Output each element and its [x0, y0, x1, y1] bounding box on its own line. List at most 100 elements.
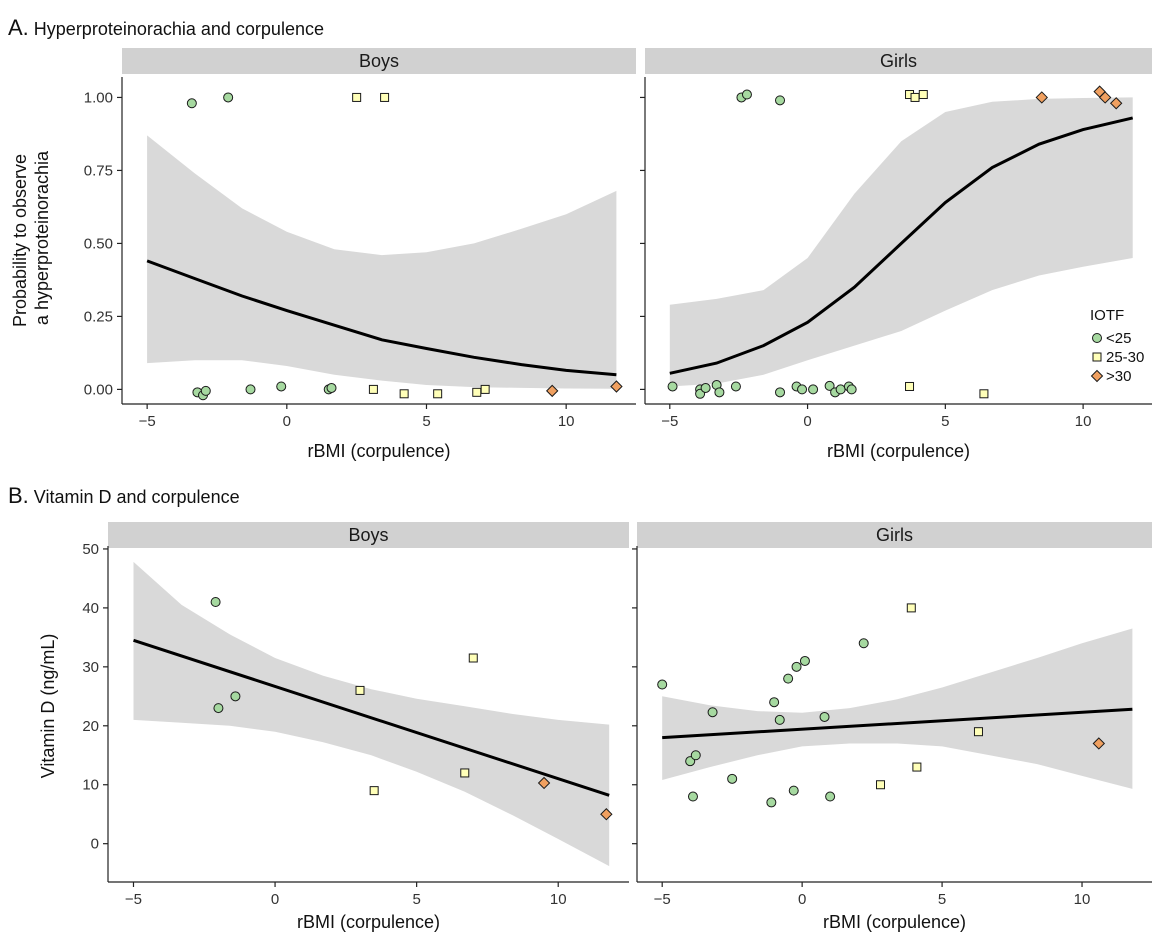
panel-b-girls-confidence-band [662, 628, 1133, 789]
panel-b-boys-y-tick-label: 40 [82, 600, 99, 617]
panel-a-boys-point-square [368, 384, 378, 394]
panel-a-boys-y-tick-label: 0.50 [84, 235, 113, 252]
panel-b-girls-fit-line [662, 707, 1133, 740]
panel-a-boys-point-square [480, 384, 490, 394]
legend-key-circle [1092, 333, 1102, 343]
panel-a-boys-confidence-band [147, 135, 617, 389]
panel-a-boys-point-circle [326, 382, 337, 393]
panel-a-girls-x-tick-label: −5 [661, 413, 678, 430]
panel-a-boys-y-tick-label: 0.00 [84, 381, 113, 398]
panel-a-girls-point-square [910, 92, 920, 102]
legend-key-square [1092, 352, 1102, 362]
legend-title: IOTF [1090, 307, 1124, 324]
panel-a-boys-point-circle [200, 385, 211, 396]
panel-a-y-axis-title: Probability to observe a hyperproteinora… [10, 149, 52, 327]
panel-a-boys-x-tick-label: 10 [558, 413, 575, 430]
panel-b-boys-point-square [460, 768, 470, 778]
legend-key-diamond [1090, 369, 1104, 383]
panel-a-girls-strip [645, 48, 1152, 74]
panel-b-boys-y-tick-label: 30 [82, 659, 99, 676]
panel-b-girls-point-circle [774, 714, 785, 725]
facet-a-boys: Boys −5 0 5 10 0.00 0.25 0.50 0.75 1.00 rBMI (corp… [84, 48, 636, 461]
panel-a-boys-point-circle [245, 384, 256, 395]
panel-a-boys-fit-line [146, 259, 617, 377]
panel-b-girls-point-circle [799, 655, 810, 666]
panel-a-girls-x-tick-label: 0 [803, 413, 811, 430]
panel-a-title: A. Hyperproteinorachia and corpulence [8, 15, 324, 40]
panel-a-boys-point-square [472, 387, 482, 397]
panel-a-boys-x-tick-label: −5 [139, 413, 156, 430]
panel-b-boys-x-tick-label: 10 [550, 891, 567, 908]
panel-a-boys-y-tick-label: 0.75 [84, 162, 113, 179]
panel-b-girls-x-tick-label: 10 [1074, 891, 1091, 908]
panel-a-girls-strip-label: Girls [880, 51, 917, 71]
panel-a-y-axis-title-line-2: a hyperproteinorachia [32, 150, 52, 325]
panel-a-girls-point-circle [730, 381, 741, 392]
panel-b-boys-x-tick-label: 0 [271, 891, 279, 908]
panel-a-girls-point-diamond [1098, 91, 1112, 104]
panel-b-girls-point-circle [788, 785, 799, 796]
panel-b-girls-x-tick-label: 0 [798, 891, 806, 908]
panel-b-boys-strip [108, 522, 629, 548]
panel-a-girls-point-circle [714, 387, 725, 398]
panel-a-boys-point-square [352, 92, 362, 102]
panel-b-letter: B. [8, 483, 29, 508]
panel-b-y-axis-title-line-1: Vitamin D (ng/mL) [38, 634, 58, 779]
facet-b-boys: Boys −5 0 5 10 0 10 20 30 40 50 rBMI (corpulence) [82, 522, 629, 932]
panel-b-boys-point-diamond [537, 776, 551, 790]
panel-a-girls-point-circle [824, 380, 835, 391]
panel-b-girls-strip-label: Girls [876, 525, 913, 545]
panel-b-boys-strip-label: Boys [348, 525, 388, 545]
panel-a-girls-point-circle [741, 89, 752, 100]
panel-b-boys-y-tick-label: 0 [91, 836, 99, 853]
panel-a-girls-x-tick-label: 10 [1075, 413, 1092, 430]
panel-a-girls-point-square [979, 389, 989, 399]
panel-a-boys-point-square [380, 92, 390, 102]
panel-a-boys-point-circle [223, 92, 234, 103]
panel-b-boys-point-square [355, 685, 365, 695]
panel-b-girls-point-circle [819, 711, 830, 722]
panel-a-boys-x-axis-title: rBMI (corpulence) [307, 441, 450, 461]
panel-b-boys-confidence-band [133, 561, 610, 867]
panel-a-boys-point-diamond [610, 380, 623, 393]
panel-b-girls-point-circle [783, 673, 794, 684]
panel-b-girls-point-circle [690, 750, 701, 761]
panel-a-girls-point-circle [846, 384, 857, 395]
panel-b-girls-x-axis-title: rBMI (corpulence) [823, 912, 966, 932]
panel-a-boys-point-square [433, 389, 443, 399]
panel-b-girls-point-circle [657, 679, 668, 690]
panel-b-boys-y-tick-label: 20 [82, 718, 99, 735]
panel-a-boys-y-tick-label: 0.25 [84, 308, 113, 325]
panel-a-girls-point-diamond [1035, 91, 1048, 104]
panel-b-boys-point-circle [230, 691, 241, 702]
panel-a-boys-point-circle [276, 381, 287, 392]
panel-b-girls-point-square [912, 762, 922, 772]
panel-b-girls-point-circle [769, 697, 780, 708]
panel-b-girls-point-circle [766, 797, 777, 808]
legend-label: <25 [1106, 330, 1131, 347]
panel-b-boys-x-tick-label: −5 [125, 891, 142, 908]
panel-a-title-text: Hyperproteinorachia and corpulence [34, 19, 324, 39]
panel-a-girls-x-axis-title: rBMI (corpulence) [827, 441, 970, 461]
panel-b-girls-point-square [906, 603, 916, 613]
panel-a-girls-point-diamond [1109, 97, 1123, 110]
legend-label: >30 [1106, 368, 1131, 385]
panel-a-boys-x-tick-label: 5 [422, 413, 430, 430]
panel-b-girls-point-circle [791, 661, 802, 672]
panel-a-girls-point-circle [835, 384, 846, 395]
panel-a-boys-strip-label: Boys [359, 51, 399, 71]
panel-a-y-axis-title-line-1: Probability to observe [10, 154, 30, 327]
panel-b-girls-point-circle [687, 791, 698, 802]
panel-b-boys-point-diamond [600, 808, 613, 821]
panel-a-girls-point-circle [667, 381, 678, 392]
panel-b-boys-point-square [369, 786, 379, 796]
facet-b-girls: Girls −5 0 5 10 rBMI (corpulence) [632, 522, 1152, 932]
panel-b-boys-point-circle [210, 597, 221, 607]
panel-b-girls-point-diamond [1092, 737, 1106, 750]
panel-a-boys-point-diamond [545, 384, 559, 398]
panel-b-girls-point-circle [858, 638, 869, 649]
facet-a-girls: Girls −5 0 5 10 rBMI (corpulence) [640, 48, 1152, 461]
panel-a-boys-strip [122, 48, 636, 74]
panel-a-letter: A. [8, 15, 29, 40]
panel-b-girls-point-circle [727, 773, 738, 784]
